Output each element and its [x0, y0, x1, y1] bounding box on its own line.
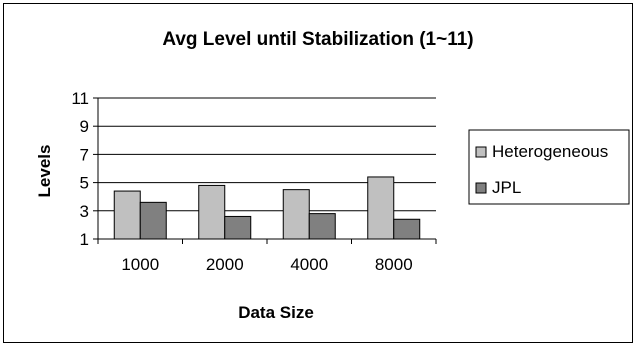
x-axis-label: Data Size — [238, 303, 314, 322]
bar-jpl-4000 — [308, 213, 336, 240]
bar-heterogeneous-2000 — [198, 184, 226, 240]
bar-jpl-1000 — [139, 201, 167, 240]
bar-heterogeneous-1000 — [113, 190, 141, 240]
bar-jpl-8000 — [393, 218, 421, 240]
y-tick-label: 11 — [71, 89, 89, 108]
y-tick-label: 9 — [80, 117, 89, 136]
legend-label-heterogeneous: Heterogeneous — [492, 142, 608, 161]
legend-box — [468, 129, 630, 205]
y-tick-label: 7 — [80, 145, 89, 164]
y-tick-label: 5 — [80, 174, 89, 193]
plot-area: 1 3 5 7 9 11 1000 2000 4000 8000 — [71, 89, 437, 274]
legend: Heterogeneous JPL — [475, 142, 608, 197]
legend-swatch-heterogeneous — [475, 146, 487, 158]
chart-title: Avg Level until Stabilization (1~11) — [162, 29, 473, 50]
y-tick-label: 1 — [80, 230, 89, 249]
x-tick-label: 4000 — [290, 255, 328, 274]
x-tick-label: 8000 — [375, 255, 413, 274]
x-tick-label: 1000 — [121, 255, 159, 274]
bar-jpl-2000 — [224, 215, 252, 240]
y-axis-label: Levels — [35, 145, 54, 198]
x-tick-label: 2000 — [206, 255, 244, 274]
bar-heterogeneous-4000 — [282, 189, 310, 240]
y-tick-label: 3 — [80, 202, 89, 221]
legend-label-jpl: JPL — [492, 178, 521, 197]
bar-heterogeneous-8000 — [367, 176, 395, 240]
legend-swatch-jpl — [475, 182, 487, 194]
